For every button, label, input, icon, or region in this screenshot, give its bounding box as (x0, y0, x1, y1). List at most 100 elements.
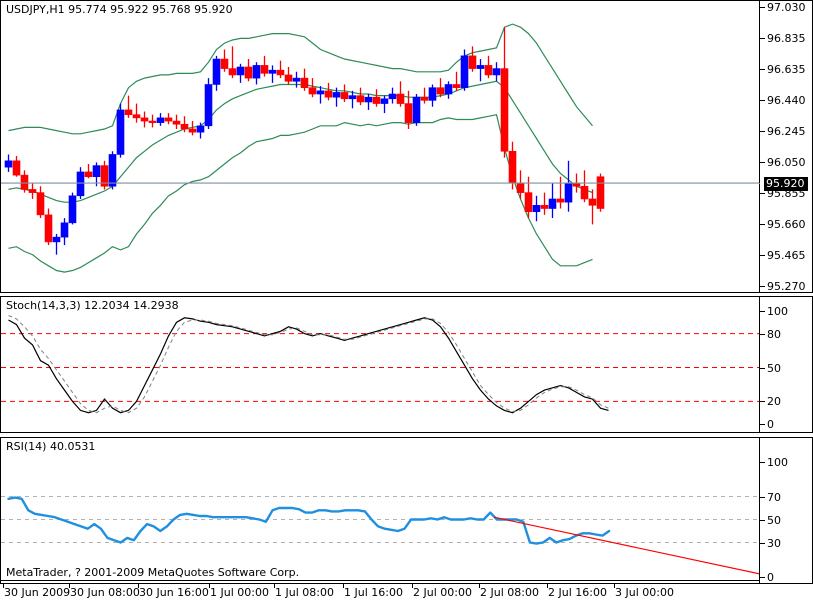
stochastic-main-line (8, 317, 609, 414)
stochastic-svg (1, 315, 759, 414)
candlestick (4, 154, 13, 172)
candlestick (580, 170, 589, 203)
candlestick (220, 49, 229, 72)
candlestick (148, 114, 157, 128)
candlestick (260, 55, 269, 77)
rsi-plot-area[interactable]: RSI(14) 40.0531 (1, 438, 759, 583)
candlestick (468, 46, 477, 72)
candlestick (324, 82, 333, 101)
candlestick (436, 78, 445, 98)
rsi-axis-tick (759, 577, 765, 578)
candlestick (236, 63, 245, 83)
candlestick (412, 94, 421, 126)
rsi-header: RSI(14) 40.0531 (6, 440, 96, 453)
price-axis-tick (759, 7, 765, 8)
time-axis-label: 1 Jul 08:00 (275, 586, 334, 599)
time-axis-tick (412, 584, 413, 588)
stochastic-axis-tick (759, 368, 765, 369)
last-price-connector (759, 183, 760, 184)
price-axis-tick-label: 96.635 (767, 63, 806, 76)
rsi-axis-tick-label: 70 (767, 491, 781, 504)
candlestick (596, 173, 605, 212)
stochastic-axis-tick (759, 311, 765, 312)
candlestick (108, 151, 117, 190)
candlestick (204, 78, 213, 130)
price-chart-header: USDJPY,H1 95.774 95.922 95.768 95.920 (6, 3, 233, 16)
candlestick (540, 192, 549, 215)
candlestick (452, 71, 461, 91)
time-axis-label: 2 Jul 16:00 (548, 586, 607, 599)
stochastic-panel[interactable]: Stoch(14,3,3) 12.2034 14.2938 100 80 50 20 0 (0, 296, 813, 433)
price-axis-tick (759, 69, 765, 70)
candlestick (420, 87, 429, 104)
candlestick (460, 49, 469, 91)
candlestick (588, 189, 597, 225)
time-axis-label: 3 Jul 00:00 (615, 586, 674, 599)
rsi-trendline[interactable] (493, 516, 759, 577)
price-axis-tick-label: 96.245 (767, 125, 806, 138)
candlestick (364, 94, 373, 110)
time-axis-tick (479, 584, 480, 588)
rsi-axis-tick (759, 543, 765, 544)
time-axis[interactable]: 30 Jun 2009 30 Jun 08:00 30 Jun 16:00 1 Jul… (0, 584, 813, 600)
time-axis-tick (343, 584, 344, 588)
time-axis-tick (69, 584, 70, 588)
price-axis-tick-label: 95.855 (767, 187, 806, 200)
rsi-axis-tick-label: 30 (767, 537, 781, 550)
candlestick (100, 160, 109, 190)
stochastic-axis-tick (759, 334, 765, 335)
price-axis[interactable]: 97.030 96.835 96.635 96.440 96.245 96.050 95.8… (759, 1, 812, 292)
candlestick (132, 103, 141, 123)
candlestick (244, 59, 253, 82)
price-axis-tick-label: 96.440 (767, 94, 806, 107)
rsi-axis-tick (759, 462, 765, 463)
candlestick (84, 163, 93, 179)
time-axis-rule (0, 580, 760, 581)
candlestick (300, 68, 309, 91)
rsi-axis-tick-label: 0 (767, 571, 774, 583)
rsi-panel[interactable]: RSI(14) 40.0531 100 70 50 30 0 (0, 437, 813, 584)
candlestick (276, 60, 285, 79)
stochastic-axis-tick-label: 20 (767, 395, 781, 408)
candlestick (60, 218, 69, 246)
price-axis-tick (759, 131, 765, 132)
stochastic-axis[interactable]: 100 80 50 20 0 (759, 297, 812, 432)
candlestick (316, 86, 325, 104)
candlestick (492, 62, 501, 82)
candlestick (164, 113, 173, 125)
price-axis-tick (759, 286, 765, 287)
price-plot-area[interactable]: USDJPY,H1 95.774 95.922 95.768 95.920 (1, 1, 759, 292)
price-axis-tick (759, 38, 765, 39)
rsi-axis[interactable]: 100 70 50 30 0 (759, 438, 812, 583)
candlestick (36, 186, 45, 219)
candlestick (500, 27, 509, 158)
candlestick (92, 162, 101, 187)
candlestick (340, 84, 349, 102)
stochastic-header: Stoch(14,3,3) 12.2034 14.2938 (6, 299, 179, 312)
price-axis-tick-label: 95.465 (767, 249, 806, 262)
candlestick (404, 90, 413, 130)
stochastic-axis-line (759, 297, 760, 432)
candlestick (292, 71, 301, 88)
price-axis-line (759, 1, 760, 292)
stochastic-axis-tick-label: 100 (767, 305, 788, 318)
candlestick (172, 114, 181, 130)
time-axis-tick (614, 584, 615, 588)
candlestick (140, 111, 149, 128)
time-axis-tick (547, 584, 548, 588)
candlestick (308, 78, 317, 98)
rsi-axis-line (759, 438, 760, 583)
time-axis-label: 30 Jun 08:00 (70, 586, 140, 599)
candlestick (444, 81, 453, 99)
candlestick (548, 183, 557, 219)
price-chart-panel[interactable]: USDJPY,H1 95.774 95.922 95.768 95.920 97… (0, 0, 813, 293)
candlestick (564, 160, 573, 212)
candlestick (484, 55, 493, 79)
price-axis-tick (759, 100, 765, 101)
price-axis-tick-label: 96.835 (767, 32, 806, 45)
candlestick (44, 208, 53, 246)
last-price-label: 95.920 (764, 177, 808, 191)
stochastic-plot-area[interactable]: Stoch(14,3,3) 12.2034 14.2938 (1, 297, 759, 432)
candlestick (356, 87, 365, 106)
candlestick (380, 95, 389, 114)
